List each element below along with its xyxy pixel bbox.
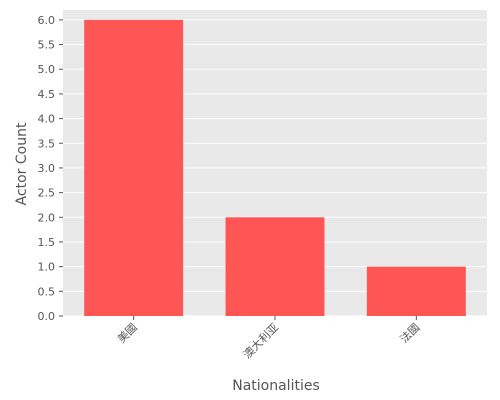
y-tick-label: 5.5 — [38, 39, 56, 52]
y-tick-label: 3.5 — [38, 137, 56, 150]
x-tick-label: 法國 — [397, 320, 422, 345]
y-tick-label: 2.5 — [38, 187, 56, 200]
y-tick-label: 0.0 — [38, 310, 56, 323]
y-tick-label: 1.5 — [38, 236, 56, 249]
y-axis-ticks: 0.0 0.5 1.0 1.5 2.0 2.5 3.0 3.5 4.0 4.5 5.0 5.5 6.0 — [38, 14, 63, 323]
y-tick-label: 6.0 — [38, 14, 56, 27]
y-tick-label: 5.0 — [38, 63, 56, 76]
y-tick-label: 2.0 — [38, 211, 56, 224]
bar — [84, 19, 184, 316]
y-tick-label: 3.0 — [38, 162, 56, 175]
x-tick-label: 澳大利亚 — [240, 320, 281, 361]
bar — [366, 266, 466, 316]
y-tick-label: 0.5 — [38, 285, 56, 298]
y-tick-label: 1.0 — [38, 261, 56, 274]
y-tick-label: 4.0 — [38, 113, 56, 126]
bar — [225, 217, 325, 316]
y-axis-title: Actor Count — [14, 122, 30, 205]
x-axis-ticks: 美國 澳大利亚 法國 — [115, 316, 422, 361]
y-tick-label: 4.5 — [38, 88, 56, 101]
bars — [84, 19, 466, 316]
x-tick-label: 美國 — [115, 321, 140, 346]
x-axis-title: Nationalities — [232, 378, 320, 394]
